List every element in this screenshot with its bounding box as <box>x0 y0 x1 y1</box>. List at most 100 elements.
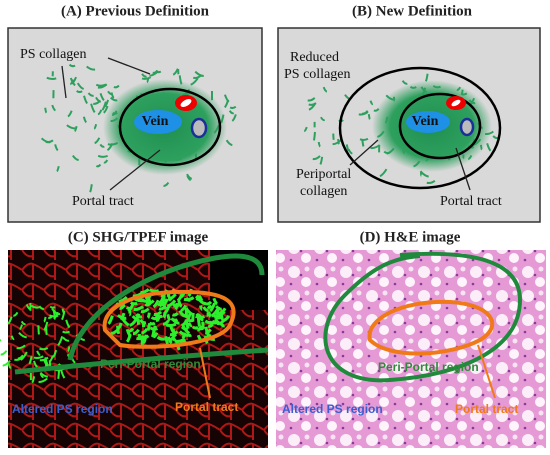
arrow <box>61 57 151 99</box>
fiber <box>18 332 27 339</box>
fiber <box>308 102 317 106</box>
fiber <box>0 338 2 342</box>
peri-portal-outline <box>323 251 523 383</box>
fiber <box>153 310 163 317</box>
fiber <box>214 318 220 325</box>
fiber <box>19 324 23 331</box>
fiber <box>379 168 388 178</box>
fiber <box>89 184 93 193</box>
peri-portal-label: Peri-Portal region <box>100 357 201 371</box>
altered-ps-label: Altered PS region <box>282 402 383 416</box>
portal-tract-label: Portal tract <box>440 194 502 209</box>
fiber <box>76 82 85 90</box>
fiber <box>317 141 321 148</box>
vein-label: Vein <box>142 114 169 129</box>
fiber <box>419 170 429 178</box>
panel-title: (B) New Definition <box>352 3 473 19</box>
fiber <box>49 305 56 309</box>
bile-duct <box>459 117 475 137</box>
fiber <box>154 313 163 319</box>
fiber <box>222 315 231 323</box>
artery-lumen <box>451 99 461 107</box>
fiber <box>13 311 19 317</box>
fiber <box>401 80 408 85</box>
fiber <box>72 154 79 162</box>
fiber <box>138 297 149 303</box>
fiber <box>36 350 41 356</box>
fiber <box>225 139 233 147</box>
fiber <box>127 327 135 333</box>
fiber <box>209 302 216 313</box>
fiber <box>141 73 147 78</box>
fiber <box>128 310 132 317</box>
periportal-boundary <box>338 66 502 190</box>
fiber <box>140 307 150 314</box>
fiber <box>2 360 11 367</box>
portal-outline <box>102 289 236 349</box>
fiber <box>57 335 64 346</box>
fiber <box>118 295 128 304</box>
fiber <box>62 336 70 342</box>
fiber <box>219 322 225 328</box>
fiber <box>31 376 36 384</box>
fiber <box>74 125 78 133</box>
fiber <box>101 101 107 111</box>
fiber <box>66 124 76 130</box>
fiber <box>33 355 44 359</box>
fiber <box>146 312 151 319</box>
fiber <box>95 163 102 168</box>
ps-collagen-label: Reduced <box>290 50 339 65</box>
fiber <box>54 311 61 316</box>
fiber <box>7 316 13 325</box>
arrow <box>455 147 471 191</box>
portal-tract-label: Portal tract <box>175 400 238 414</box>
fiber <box>207 323 214 328</box>
fiber <box>39 356 49 362</box>
vein-shape <box>134 110 182 134</box>
fiber <box>37 325 40 335</box>
bile-duct <box>190 117 208 139</box>
fiber <box>177 300 183 308</box>
fiber <box>95 96 101 103</box>
fiber <box>142 334 148 344</box>
fiber <box>156 335 166 341</box>
fiber <box>132 328 140 336</box>
fiber <box>223 94 230 103</box>
he-image <box>276 250 546 448</box>
fiber <box>194 70 204 78</box>
fiber <box>129 319 137 327</box>
fiber <box>186 313 192 322</box>
ps-collagen-label: PS collagen <box>284 67 351 82</box>
fiber <box>358 111 369 116</box>
fiber <box>202 306 209 313</box>
fiber <box>120 317 130 327</box>
fiber <box>116 314 127 320</box>
fiber <box>181 332 186 340</box>
fiber <box>156 302 164 307</box>
fiber <box>49 314 59 318</box>
fiber <box>76 90 83 94</box>
fiber <box>181 325 191 335</box>
fiber <box>303 126 308 132</box>
fiber <box>33 360 38 369</box>
fiber <box>361 139 365 147</box>
fiber <box>149 326 159 331</box>
fiber <box>152 69 159 74</box>
fiber <box>307 97 316 102</box>
altered-ps-label: Altered PS region <box>12 402 113 416</box>
fiber <box>205 328 212 335</box>
portal-outline <box>367 299 495 356</box>
fiber <box>195 312 204 322</box>
fiber <box>17 354 24 360</box>
arrow <box>109 149 161 191</box>
fiber <box>83 95 88 105</box>
fiber <box>180 304 188 312</box>
fiber <box>312 155 321 161</box>
fiber <box>184 297 191 302</box>
fiber <box>231 114 237 122</box>
vein-label: Vein <box>412 114 439 129</box>
fiber <box>94 137 101 145</box>
fiber <box>153 332 159 339</box>
fiber <box>107 315 114 325</box>
fiber <box>0 350 8 356</box>
